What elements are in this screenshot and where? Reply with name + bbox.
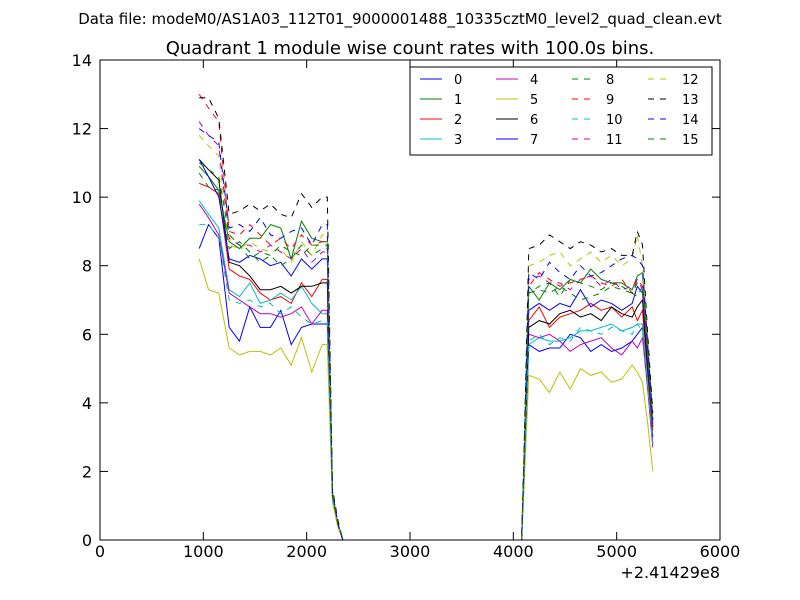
y-tick-label: 14	[72, 51, 92, 70]
legend-label-13: 13	[682, 93, 699, 108]
series-line-10	[199, 224, 654, 541]
legend-label-3: 3	[454, 133, 462, 148]
series-line-3	[198, 200, 654, 541]
legend-label-11: 11	[606, 133, 623, 148]
x-tick-label: 1000	[183, 542, 224, 561]
series-line-6	[198, 159, 654, 541]
y-tick-label: 2	[82, 462, 92, 481]
data-file-suptitle: Data file: modeM0/AS1A03_112T01_90000014…	[78, 10, 722, 29]
y-tick-label: 6	[82, 325, 92, 344]
legend-label-1: 1	[454, 93, 462, 108]
series-layer	[198, 94, 654, 541]
legend-label-14: 14	[682, 113, 699, 128]
legend-box	[409, 66, 713, 156]
legend-label-2: 2	[454, 113, 462, 128]
legend-label-4: 4	[530, 73, 538, 88]
legend-label-9: 9	[606, 93, 614, 108]
chart-title: Quadrant 1 module wise count rates with …	[166, 38, 655, 59]
y-tick-label: 12	[72, 120, 92, 139]
x-tick-label: 4000	[493, 542, 534, 561]
x-tick-label: 3000	[390, 542, 431, 561]
x-tick-label: 5000	[596, 542, 637, 561]
series-line-14	[198, 128, 654, 541]
legend-label-12: 12	[682, 73, 699, 88]
legend-label-5: 5	[530, 93, 538, 108]
x-tick-label: 0	[95, 542, 105, 561]
legend-label-10: 10	[606, 113, 623, 128]
series-line-2	[199, 182, 654, 541]
y-tick-label: 0	[82, 531, 92, 550]
y-tick-label: 4	[82, 394, 92, 413]
series-line-1	[198, 165, 654, 541]
legend-label-6: 6	[530, 113, 538, 128]
x-tick-label: 6000	[700, 542, 741, 561]
series-line-7	[198, 159, 654, 541]
legend-label-15: 15	[682, 133, 699, 148]
series-line-15	[198, 162, 654, 541]
series-line-13	[199, 97, 654, 541]
legend-label-7: 7	[530, 133, 538, 148]
y-tick-label: 10	[72, 188, 92, 207]
legend-label-8: 8	[606, 73, 614, 88]
series-line-9	[198, 94, 654, 541]
series-line-0	[198, 223, 654, 541]
x-tick-label: 2000	[286, 542, 327, 561]
x-offset-label: +2.41429e8	[620, 563, 720, 582]
y-tick-label: 8	[82, 257, 92, 276]
series-line-12	[198, 135, 654, 541]
legend-label-0: 0	[454, 73, 462, 88]
